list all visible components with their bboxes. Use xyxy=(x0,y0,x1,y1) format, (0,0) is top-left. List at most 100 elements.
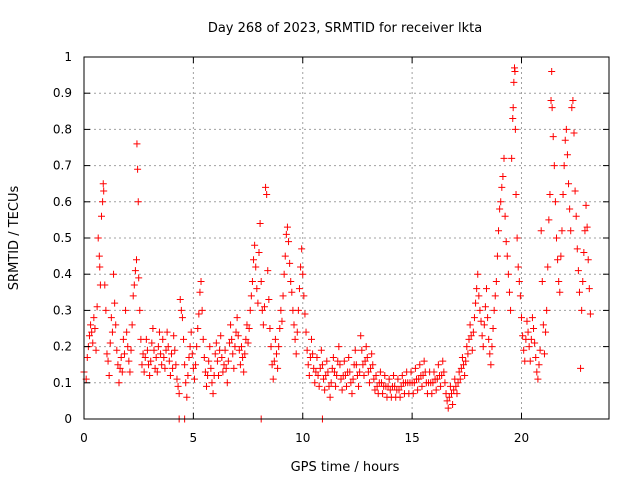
data-point xyxy=(160,353,168,361)
data-point xyxy=(327,379,335,387)
data-point xyxy=(159,335,167,343)
x-axis-label: GPS time / hours xyxy=(291,460,400,475)
data-point xyxy=(328,364,336,372)
data-point xyxy=(495,227,503,235)
data-point xyxy=(96,263,104,271)
data-point xyxy=(157,350,165,358)
data-point xyxy=(347,379,355,387)
data-point xyxy=(142,335,150,343)
data-point xyxy=(318,361,326,369)
data-point xyxy=(195,310,203,318)
data-point xyxy=(141,353,149,361)
data-point xyxy=(511,67,519,75)
data-point xyxy=(510,78,518,86)
data-point xyxy=(341,372,349,380)
data-point xyxy=(239,353,247,361)
data-point xyxy=(420,357,428,365)
data-point xyxy=(120,350,128,358)
data-point xyxy=(432,386,440,394)
data-point xyxy=(474,270,482,278)
data-point xyxy=(409,390,417,398)
data-point xyxy=(563,151,571,159)
data-point xyxy=(248,277,256,285)
data-point xyxy=(222,364,230,372)
data-point xyxy=(414,386,422,394)
data-point xyxy=(92,346,100,354)
data-point xyxy=(466,321,474,329)
data-point xyxy=(430,368,438,376)
data-point xyxy=(219,368,227,376)
data-point xyxy=(149,325,157,332)
data-point xyxy=(546,191,554,199)
data-point xyxy=(324,368,332,376)
data-point xyxy=(545,216,553,224)
data-point xyxy=(270,357,278,365)
data-point xyxy=(278,317,286,325)
data-point xyxy=(537,227,545,235)
data-point xyxy=(260,303,268,311)
data-point xyxy=(364,368,372,376)
data-point xyxy=(227,321,235,329)
data-point xyxy=(143,346,151,354)
data-point xyxy=(490,306,498,314)
data-point xyxy=(356,368,364,376)
data-point xyxy=(562,125,570,133)
data-point xyxy=(415,375,423,383)
data-point xyxy=(122,306,130,314)
data-point xyxy=(207,364,215,372)
data-point xyxy=(467,332,475,340)
data-point xyxy=(407,368,415,376)
data-point xyxy=(528,314,536,322)
data-point xyxy=(164,343,172,351)
data-point xyxy=(168,350,175,358)
data-point xyxy=(259,321,267,329)
data-point xyxy=(578,306,586,314)
data-point xyxy=(304,361,312,369)
data-point xyxy=(452,382,460,390)
data-point xyxy=(123,328,131,336)
data-point xyxy=(386,386,394,394)
data-point xyxy=(100,187,108,195)
data-point xyxy=(410,379,418,387)
data-point xyxy=(277,306,285,314)
data-point xyxy=(309,350,317,358)
y-tick-label: 0.3 xyxy=(53,303,72,317)
data-point xyxy=(170,332,178,340)
data-point xyxy=(501,212,509,220)
data-point xyxy=(499,172,507,180)
data-point xyxy=(201,368,209,376)
data-point xyxy=(549,133,557,141)
data-point xyxy=(147,357,155,365)
data-point xyxy=(269,375,277,383)
data-point xyxy=(346,368,354,376)
data-point xyxy=(162,346,170,354)
data-point xyxy=(153,368,161,376)
data-point xyxy=(265,296,273,304)
data-point xyxy=(511,125,519,133)
data-point xyxy=(230,364,238,372)
y-tick-label: 0.8 xyxy=(53,122,72,136)
data-point xyxy=(240,368,248,376)
data-point xyxy=(540,350,548,358)
data-point xyxy=(353,372,361,380)
data-point xyxy=(443,397,451,405)
data-point xyxy=(273,350,280,358)
data-point xyxy=(276,325,284,332)
data-point xyxy=(154,343,162,351)
data-point xyxy=(385,375,393,383)
data-point xyxy=(349,375,357,383)
data-point xyxy=(101,281,109,289)
data-point xyxy=(166,372,174,380)
data-point xyxy=(381,372,389,380)
data-point xyxy=(280,270,288,278)
data-point xyxy=(266,325,274,332)
data-point xyxy=(483,285,490,293)
data-point xyxy=(206,343,214,351)
data-point xyxy=(274,364,282,372)
data-point xyxy=(212,339,220,347)
data-point xyxy=(543,306,551,314)
data-point xyxy=(477,317,485,325)
data-point xyxy=(547,96,555,104)
data-point xyxy=(579,277,587,285)
